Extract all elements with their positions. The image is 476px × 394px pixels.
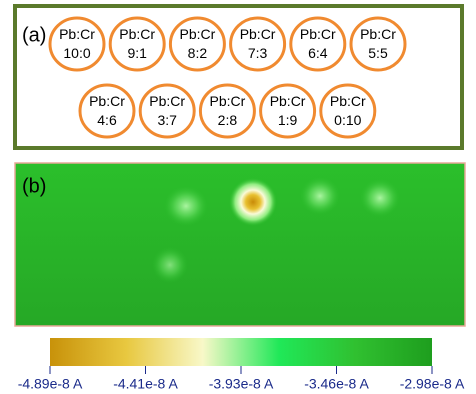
label-line: 10:0 xyxy=(63,45,90,61)
tick-label: -3.46e-8 A xyxy=(304,376,369,392)
spot xyxy=(300,177,340,215)
label-line: 0:10 xyxy=(334,112,361,128)
tick-label: -4.89e-8 A xyxy=(18,376,83,392)
label-line: Pb:Cr xyxy=(59,26,95,42)
label-line: 8:2 xyxy=(188,45,208,61)
panel-label: (b) xyxy=(22,175,46,197)
label-line: 5:5 xyxy=(368,45,388,61)
label-line: Pb:Cr xyxy=(330,93,366,109)
label-line: 9:1 xyxy=(127,45,147,61)
label-line: Pb:Cr xyxy=(300,26,336,42)
spot xyxy=(229,178,277,226)
label-line: 4:6 xyxy=(97,112,117,128)
spot xyxy=(152,247,188,283)
label-line: 1:9 xyxy=(278,112,298,128)
colorbar-bar xyxy=(50,338,432,366)
label-line: Pb:Cr xyxy=(240,26,276,42)
tick-label: -2.98e-8 A xyxy=(400,376,465,392)
label-line: Pb:Cr xyxy=(119,26,155,42)
label-line: Pb:Cr xyxy=(360,26,396,42)
figure: (a) Pb:Cr 10:0 Pb:Cr 9:1 Pb:Cr 8:2 Pb:Cr 7:3 Pb:… xyxy=(0,0,476,394)
panel-label: (a) xyxy=(22,24,46,46)
colorbar: -4.89e-8 A -4.41e-8 A -3.93e-8 A -3.46e-8 A… xyxy=(18,338,465,392)
panel-a: (a) Pb:Cr 10:0 Pb:Cr 9:1 Pb:Cr 8:2 Pb:Cr 7:3 Pb:… xyxy=(15,6,462,148)
label-line: Pb:Cr xyxy=(270,93,306,109)
label-line: Pb:Cr xyxy=(149,93,185,109)
label-line: 6:4 xyxy=(308,45,328,61)
label-line: 3:7 xyxy=(157,112,177,128)
spot xyxy=(360,179,400,217)
label-line: 7:3 xyxy=(248,45,268,61)
label-line: Pb:Cr xyxy=(210,93,246,109)
spot xyxy=(164,186,208,226)
label-line: 2:8 xyxy=(218,112,238,128)
tick-label: -3.93e-8 A xyxy=(209,376,274,392)
label-line: Pb:Cr xyxy=(180,26,216,42)
panel-b: (b) xyxy=(15,163,465,326)
tick-label: -4.41e-8 A xyxy=(113,376,178,392)
label-line: Pb:Cr xyxy=(89,93,125,109)
